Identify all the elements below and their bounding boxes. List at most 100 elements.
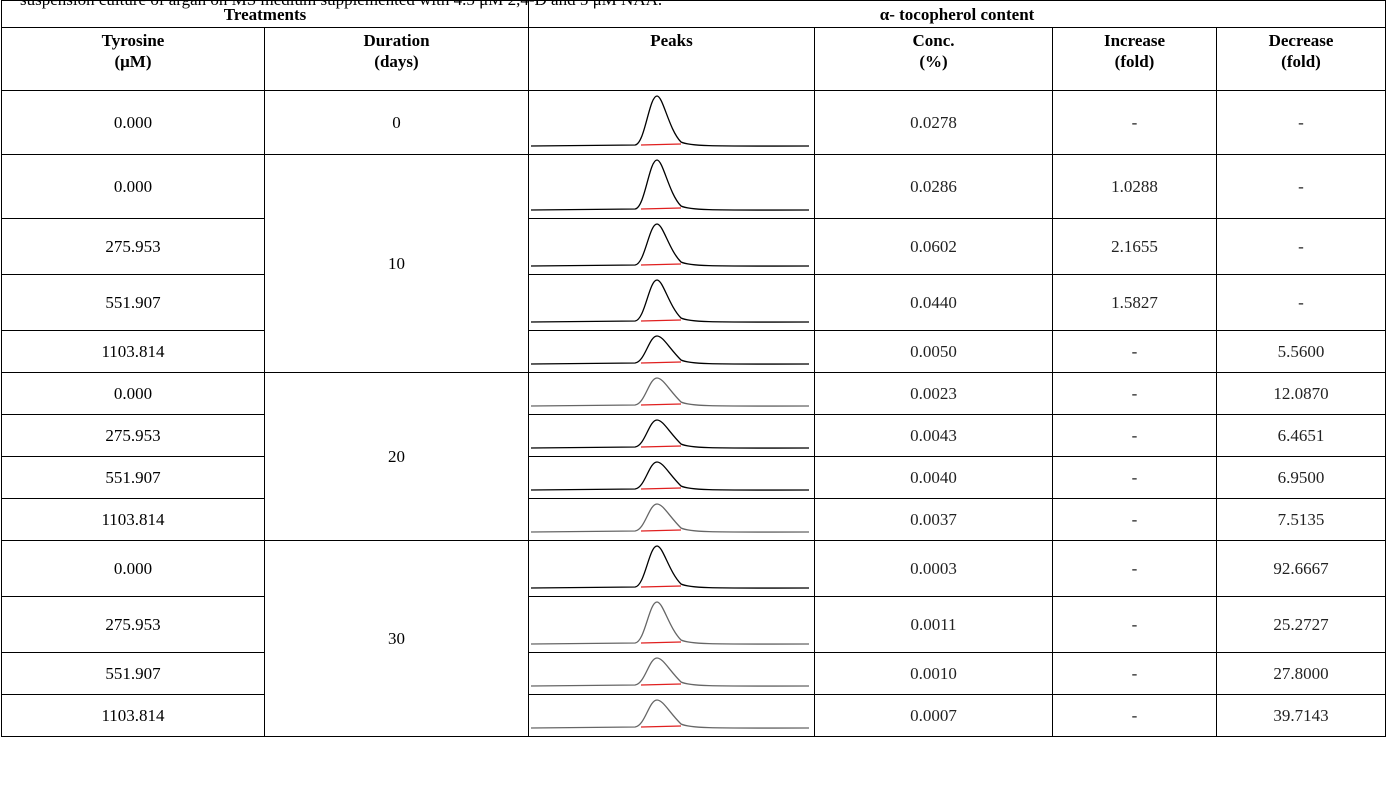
chromatogram-peak	[530, 279, 810, 323]
tyrosine-cell: 0.000	[1, 90, 265, 155]
increase-cell: -	[1052, 414, 1217, 457]
table-row: 0.000 20 0.0023 - 12.0870	[1, 372, 1386, 541]
conc-cell: 0.0007	[814, 694, 1053, 737]
peak-trace	[530, 159, 810, 211]
decrease-cell: 25.2727	[1215, 596, 1386, 653]
peak-trace	[530, 601, 810, 645]
decrease-cell: 6.4651	[1215, 414, 1386, 457]
peak-baseline	[640, 319, 682, 322]
tyrosine-cell: 551.907	[1, 274, 265, 331]
chromatogram-peak	[530, 657, 810, 687]
peak-trace	[530, 279, 810, 323]
peak-baseline	[640, 585, 682, 588]
peak-baseline	[640, 445, 682, 448]
tyrosine-header: Tyrosine (μM)	[1, 27, 265, 91]
chromatogram-peak	[530, 461, 810, 491]
peaks-header: Peaks	[528, 27, 815, 91]
chromatogram-peak	[530, 545, 810, 589]
decrease-cell: 6.9500	[1215, 456, 1386, 499]
peak-trace	[530, 95, 810, 147]
tyrosine-cell: 551.907	[1, 456, 265, 499]
chromatogram-peak	[530, 335, 810, 365]
tyrosine-cell: 551.907	[1, 652, 265, 695]
tyrosine-cell: 1103.814	[1, 694, 265, 737]
table-row: 1103.814 0.0007 - 39.7143	[1, 694, 1386, 737]
increase-cell: -	[1052, 694, 1217, 737]
chromatogram-peak	[530, 699, 810, 729]
table-row: 551.907 0.0010 - 27.8000	[1, 652, 1386, 695]
duration-cell: 20	[264, 372, 529, 541]
peak-baseline	[640, 361, 682, 364]
tyrosine-cell: 275.953	[1, 596, 265, 653]
chromatogram-peak	[530, 95, 810, 147]
peak-trace	[530, 223, 810, 267]
peak-cell	[528, 540, 815, 597]
decrease-cell: -	[1215, 218, 1386, 275]
decrease-cell: 39.7143	[1215, 694, 1386, 737]
tocopherol-table: Treatments α- tocopherol content Tyrosin…	[1, 0, 1386, 737]
peak-cell	[528, 154, 815, 219]
table-row: 551.907 0.0040 - 6.9500	[1, 456, 1386, 499]
chromatogram-peak	[530, 223, 810, 267]
table-row: 275.953 0.0043 - 6.4651	[1, 414, 1386, 457]
conc-cell: 0.0278	[814, 90, 1053, 155]
peak-cell	[528, 274, 815, 331]
table-row: 275.953 0.0602 2.1655 -	[1, 218, 1386, 275]
treatments-header: Treatments	[1, 0, 529, 28]
peak-trace	[530, 461, 810, 491]
tyrosine-cell: 0.000	[1, 372, 265, 415]
conc-cell: 0.0286	[814, 154, 1053, 219]
decrease-cell: 5.5600	[1215, 330, 1386, 373]
duration-cell: 10	[264, 154, 529, 373]
tyrosine-cell: 1103.814	[1, 330, 265, 373]
decrease-cell: -	[1215, 154, 1386, 219]
decrease-header: Decrease (fold)	[1215, 27, 1386, 91]
peak-cell	[528, 372, 815, 415]
increase-cell: -	[1052, 596, 1217, 653]
conc-cell: 0.0003	[814, 540, 1053, 597]
peak-baseline	[640, 683, 682, 686]
duration-cell: 0	[264, 90, 529, 155]
tocopherol-content-header: α- tocopherol content	[527, 0, 1386, 28]
duration-cell: 30	[264, 540, 529, 737]
conc-cell: 0.0040	[814, 456, 1053, 499]
peak-trace	[530, 335, 810, 365]
peak-trace	[530, 419, 810, 449]
tyrosine-cell: 275.953	[1, 414, 265, 457]
peak-cell	[528, 218, 815, 275]
increase-cell: -	[1052, 498, 1217, 541]
duration-header: Duration (days)	[264, 27, 529, 91]
increase-header: Increase (fold)	[1052, 27, 1217, 91]
peak-baseline	[640, 263, 682, 266]
increase-cell: -	[1052, 540, 1217, 597]
peak-cell	[528, 330, 815, 373]
table-row: 275.953 0.0011 - 25.2727	[1, 596, 1386, 653]
peak-cell	[528, 652, 815, 695]
peak-baseline	[640, 403, 682, 406]
table-row: 551.907 0.0440 1.5827 -	[1, 274, 1386, 331]
table-row: 1103.814 0.0050 - 5.5600	[1, 330, 1386, 373]
conc-cell: 0.0023	[814, 372, 1053, 415]
increase-cell: 1.5827	[1052, 274, 1217, 331]
chromatogram-peak	[530, 503, 810, 533]
conc-cell: 0.0011	[814, 596, 1053, 653]
peak-baseline	[640, 207, 682, 210]
peak-baseline	[640, 143, 682, 146]
chromatogram-peak	[530, 419, 810, 449]
increase-cell: -	[1052, 90, 1217, 155]
peak-trace	[530, 657, 810, 687]
tyrosine-cell: 1103.814	[1, 498, 265, 541]
peak-cell	[528, 694, 815, 737]
conc-cell: 0.0043	[814, 414, 1053, 457]
tyrosine-cell: 0.000	[1, 540, 265, 597]
decrease-cell: -	[1215, 90, 1386, 155]
tyrosine-cell: 0.000	[1, 154, 265, 219]
decrease-cell: 92.6667	[1215, 540, 1386, 597]
table-row: 0.000 10 0.0286 1.0288 -	[1, 154, 1386, 373]
decrease-cell: -	[1215, 274, 1386, 331]
tyrosine-cell: 275.953	[1, 218, 265, 275]
peak-cell	[528, 90, 815, 155]
peak-trace	[530, 699, 810, 729]
decrease-cell: 27.8000	[1215, 652, 1386, 695]
peak-cell	[528, 456, 815, 499]
